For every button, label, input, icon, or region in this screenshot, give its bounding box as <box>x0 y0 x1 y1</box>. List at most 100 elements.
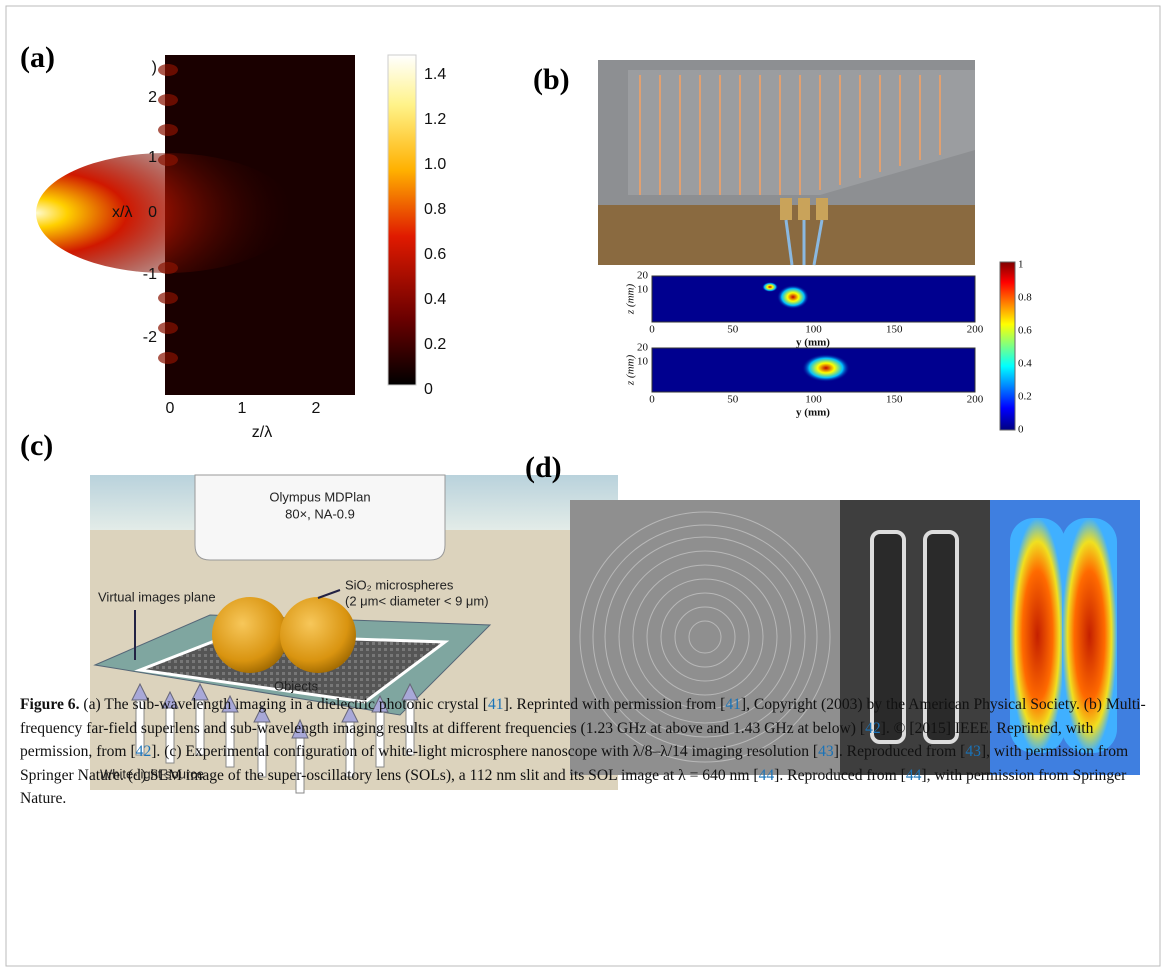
panel-label: (a) <box>20 41 55 74</box>
image-spot <box>802 354 850 382</box>
annotation: Virtual images plane <box>98 589 216 604</box>
caption-label: Figure 6. <box>20 696 80 713</box>
microsphere <box>280 597 356 673</box>
y-tick-label: 2 <box>148 89 157 106</box>
objective-label: 80×, NA-0.9 <box>285 506 355 521</box>
y-tick-label: -2 <box>143 329 157 346</box>
colorbar-label: 0.8 <box>424 201 446 218</box>
labels: (a)(b)(c)(d))210-1-2x/λ0 1 2z/λ1.41.21.00.… <box>20 41 1032 782</box>
annotation: SiO₂ microspheres <box>345 577 454 592</box>
x-tick-label: 150 <box>886 324 903 336</box>
axis-label: z/λ <box>252 424 272 441</box>
frame <box>5 5 1161 967</box>
caption-text: ], Copyright (2003) by the American Phys… <box>20 696 1146 737</box>
objective-label: Olympus MDPlan <box>269 489 370 504</box>
citation[interactable]: 44 <box>905 766 922 784</box>
colorbar <box>999 261 1016 431</box>
x-tick-label: 50 <box>727 394 739 406</box>
colorbar-label: 0.4 <box>424 291 446 308</box>
microsphere <box>212 597 288 673</box>
colorbar-label: 0 <box>1018 424 1024 436</box>
panel-label: (d) <box>525 451 562 484</box>
slit <box>923 530 959 744</box>
colorbar-label: 1.0 <box>424 156 446 173</box>
x-tick-label: 0 <box>166 400 175 417</box>
colorbar-label: 0.6 <box>424 246 446 263</box>
side-lobes <box>158 64 178 364</box>
caption-text: (a) The sub-wavelength imaging in a diel… <box>79 696 488 713</box>
panel-b <box>598 60 1016 431</box>
colorbar-label: 0.2 <box>424 336 446 353</box>
axis-label: y (mm) <box>796 337 830 349</box>
colorbar-label: 1.2 <box>424 111 446 128</box>
caption-text: ]. Reproduced from [ <box>774 766 906 784</box>
axis-label: x/λ <box>112 204 132 221</box>
colorbar-label: 0.6 <box>1018 325 1032 337</box>
panel-c <box>90 474 618 794</box>
caption-text: ]. (c) Experimental configuration of whi… <box>151 743 819 760</box>
panel-label: (b) <box>533 63 570 96</box>
colorbar-label: 1 <box>1018 259 1024 271</box>
y-tick-label: 0 <box>148 204 157 221</box>
pointer <box>317 589 341 599</box>
focus-spot <box>36 153 296 273</box>
axis-label: z (mm) <box>625 355 637 387</box>
image-spot <box>762 282 778 292</box>
photo-plate <box>628 70 975 195</box>
colorbar <box>387 54 417 386</box>
citation[interactable]: 43 <box>818 743 834 760</box>
colorbar-label: 0 <box>424 381 433 398</box>
colorbar-label: 0.2 <box>1018 391 1032 403</box>
x-tick-label: 0 <box>649 394 655 406</box>
caption-text: ]. © [2015] IEEE. Reprinted, with permis… <box>20 719 1094 761</box>
caption-text: ]. Reproduced from [ <box>833 743 966 760</box>
photo-strips <box>639 75 941 195</box>
cables <box>784 219 824 266</box>
axis-label: z (mm) <box>625 284 637 316</box>
caption-text: ], with permission from Springer Nature. <box>20 766 1127 808</box>
citation[interactable]: 41 <box>725 696 741 713</box>
y-tick-label: 10 <box>637 356 649 368</box>
citation[interactable]: 42 <box>135 743 152 760</box>
image-spot <box>777 285 809 309</box>
y-tick-label: 20 <box>637 342 649 354</box>
colorbar-label: 0.8 <box>1018 292 1032 304</box>
axis-label: y (mm) <box>796 407 830 419</box>
slit-image <box>840 500 990 775</box>
image-map <box>651 275 976 323</box>
y-tick-label: 20 <box>637 270 649 282</box>
panel-a <box>36 54 417 395</box>
caption-text: ], with permission from Springer Nature.… <box>20 743 1129 784</box>
objective <box>194 474 446 561</box>
x-tick-label: 200 <box>967 324 984 336</box>
intensity-lobe <box>1010 518 1065 753</box>
annotation: White-light source <box>100 766 204 781</box>
x-tick-label: 100 <box>805 394 822 406</box>
annotation: (2 μm< diameter < 9 μm) <box>345 593 489 608</box>
x-tick-label: 100 <box>805 324 822 336</box>
y-tick-label: -1 <box>143 266 157 283</box>
light-arrows <box>135 699 415 794</box>
x-tick-label: 50 <box>727 324 739 336</box>
caption: Figure 6. (a) The sub-wavelength imaging… <box>20 693 1148 811</box>
x-tick-label: 150 <box>886 394 903 406</box>
sol-image <box>570 500 840 775</box>
y-tick-label: ) <box>152 59 157 76</box>
connectors <box>780 198 828 220</box>
x-tick-label: 1 <box>238 400 247 417</box>
slit <box>870 530 906 744</box>
x-tick-label: 0 <box>649 324 655 336</box>
annotation: Objects <box>274 678 319 693</box>
citation[interactable]: 41 <box>487 696 504 713</box>
x-tick-label: 2 <box>312 400 321 417</box>
citation[interactable]: 43 <box>965 743 981 760</box>
citation[interactable]: 42 <box>865 719 881 737</box>
colorbar-label: 1.4 <box>424 66 446 83</box>
arrow-heads <box>131 682 419 739</box>
panel-label: (c) <box>20 429 53 462</box>
y-tick-label: 1 <box>148 149 157 166</box>
citation[interactable]: 44 <box>758 766 775 784</box>
intensity-lobe <box>1062 518 1117 753</box>
